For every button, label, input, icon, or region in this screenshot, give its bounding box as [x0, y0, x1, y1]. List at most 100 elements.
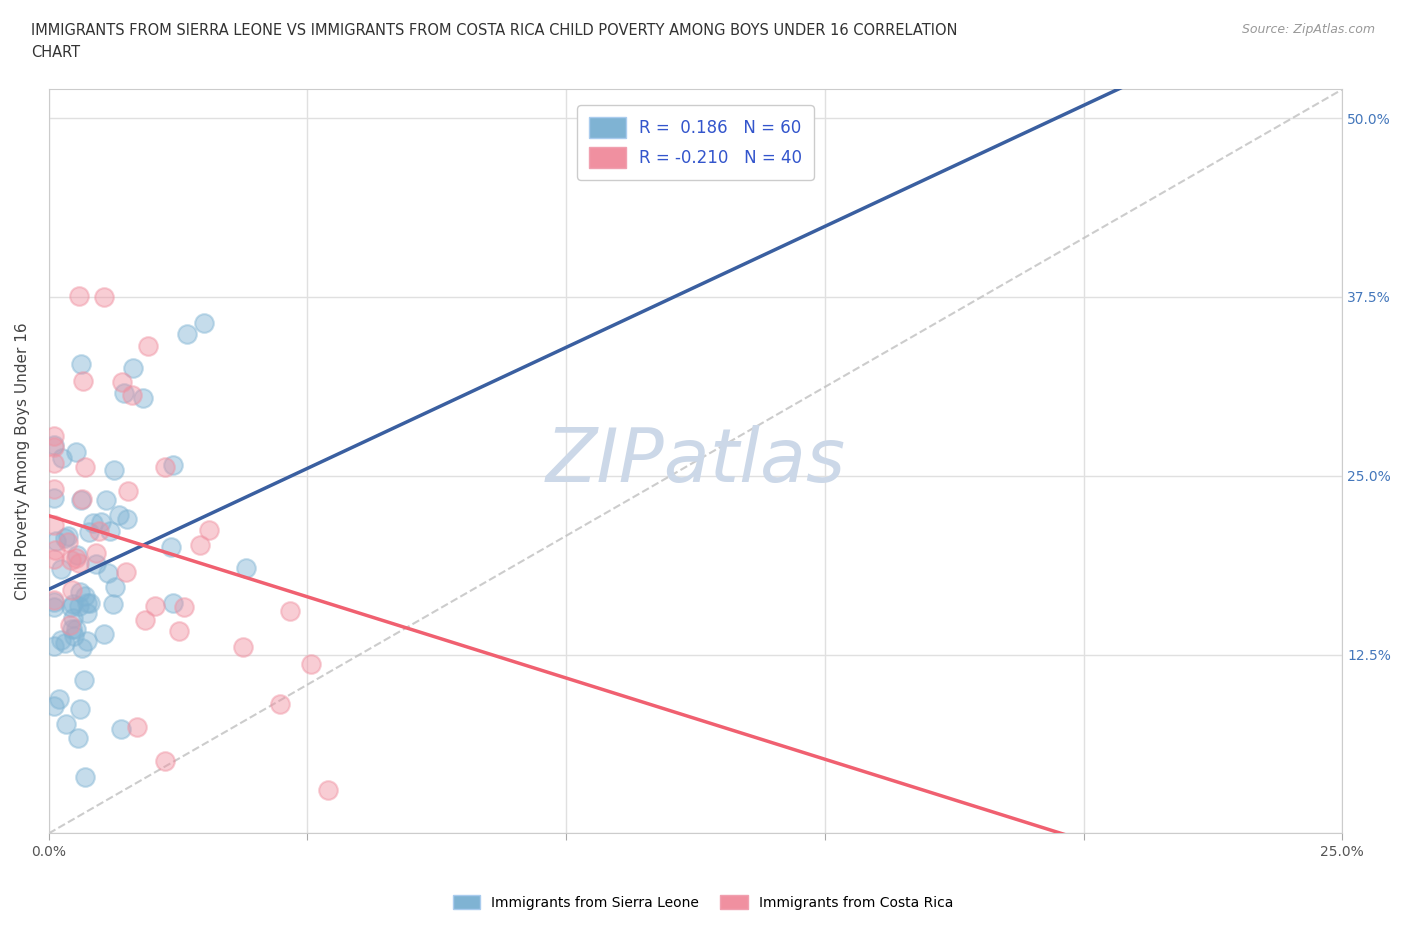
Point: [66, 731, 89, 746]
Point: [70, 493, 93, 508]
Point: [72, 641, 94, 656]
Point: [316, 783, 339, 798]
Point: [280, 604, 302, 618]
Point: [67, 288, 90, 303]
Point: [60, 600, 83, 615]
Point: [76, 633, 98, 648]
Point: [93, 290, 115, 305]
Point: [45, 534, 67, 549]
Point: [153, 753, 176, 768]
Point: [65, 445, 87, 459]
Point: [127, 720, 149, 735]
Point: [69, 357, 91, 372]
Point: [269, 697, 291, 711]
Point: [176, 326, 198, 341]
Point: [134, 613, 156, 628]
Point: [121, 388, 143, 403]
Point: [155, 460, 177, 475]
Point: [65, 621, 87, 636]
Point: [232, 640, 254, 655]
Point: [53, 636, 76, 651]
Point: [115, 565, 138, 579]
Point: [55, 717, 77, 732]
Point: [100, 524, 122, 538]
Point: [42, 517, 65, 532]
Point: [42, 699, 65, 714]
Point: [160, 539, 183, 554]
Text: ZIPatlas: ZIPatlas: [546, 425, 845, 498]
Point: [59, 618, 82, 632]
Point: [42, 429, 65, 444]
Point: [97, 566, 120, 581]
Point: [42, 551, 65, 566]
Point: [58, 528, 80, 543]
Point: [51, 632, 73, 647]
Point: [107, 508, 129, 523]
Point: [173, 600, 195, 615]
Point: [65, 551, 87, 565]
Text: CHART: CHART: [31, 45, 80, 60]
Point: [42, 440, 65, 455]
Legend: Immigrants from Sierra Leone, Immigrants from Costa Rica: Immigrants from Sierra Leone, Immigrants…: [447, 890, 959, 916]
Point: [162, 458, 184, 472]
Point: [69, 702, 91, 717]
Text: IMMIGRANTS FROM SIERRA LEONE VS IMMIGRANTS FROM COSTA RICA CHILD POVERTY AMONG B: IMMIGRANTS FROM SIERRA LEONE VS IMMIGRAN…: [31, 23, 957, 38]
Point: [69, 585, 91, 600]
Point: [110, 721, 132, 736]
Y-axis label: Child Poverty Among Boys Under 16: Child Poverty Among Boys Under 16: [15, 323, 30, 600]
Point: [167, 623, 190, 638]
Point: [42, 438, 65, 453]
Point: [188, 538, 211, 552]
Point: [42, 481, 65, 496]
Point: [62, 597, 84, 612]
Point: [162, 595, 184, 610]
Text: Source: ZipAtlas.com: Source: ZipAtlas.com: [1241, 23, 1375, 36]
Point: [51, 451, 73, 466]
Point: [79, 595, 101, 610]
Point: [42, 593, 65, 608]
Point: [49, 562, 72, 577]
Point: [55, 530, 77, 545]
Point: [235, 561, 257, 576]
Point: [76, 596, 98, 611]
Point: [67, 598, 90, 613]
Point: [115, 512, 138, 526]
Point: [136, 339, 159, 353]
Point: [90, 514, 112, 529]
Point: [93, 627, 115, 642]
Point: [143, 599, 166, 614]
Point: [73, 672, 96, 687]
Point: [44, 542, 66, 557]
Point: [48, 691, 70, 706]
Point: [104, 579, 127, 594]
Point: [101, 597, 124, 612]
Point: [76, 605, 98, 620]
Point: [42, 638, 65, 653]
Point: [62, 610, 84, 625]
Point: [62, 629, 84, 644]
Point: [84, 546, 107, 561]
Point: [94, 492, 117, 507]
Point: [299, 657, 322, 671]
Point: [42, 600, 65, 615]
Point: [89, 524, 111, 538]
Point: [60, 582, 83, 597]
Point: [84, 556, 107, 571]
Point: [103, 462, 125, 477]
Point: [56, 534, 79, 549]
Point: [70, 491, 93, 506]
Point: [193, 315, 215, 330]
Point: [42, 594, 65, 609]
Point: [42, 456, 65, 471]
Point: [60, 621, 83, 636]
Point: [132, 391, 155, 405]
Point: [42, 490, 65, 505]
Point: [59, 552, 82, 567]
Point: [73, 770, 96, 785]
Point: [82, 516, 104, 531]
Point: [111, 374, 134, 389]
Point: [72, 374, 94, 389]
Point: [122, 360, 145, 375]
Point: [73, 459, 96, 474]
Point: [67, 556, 90, 571]
